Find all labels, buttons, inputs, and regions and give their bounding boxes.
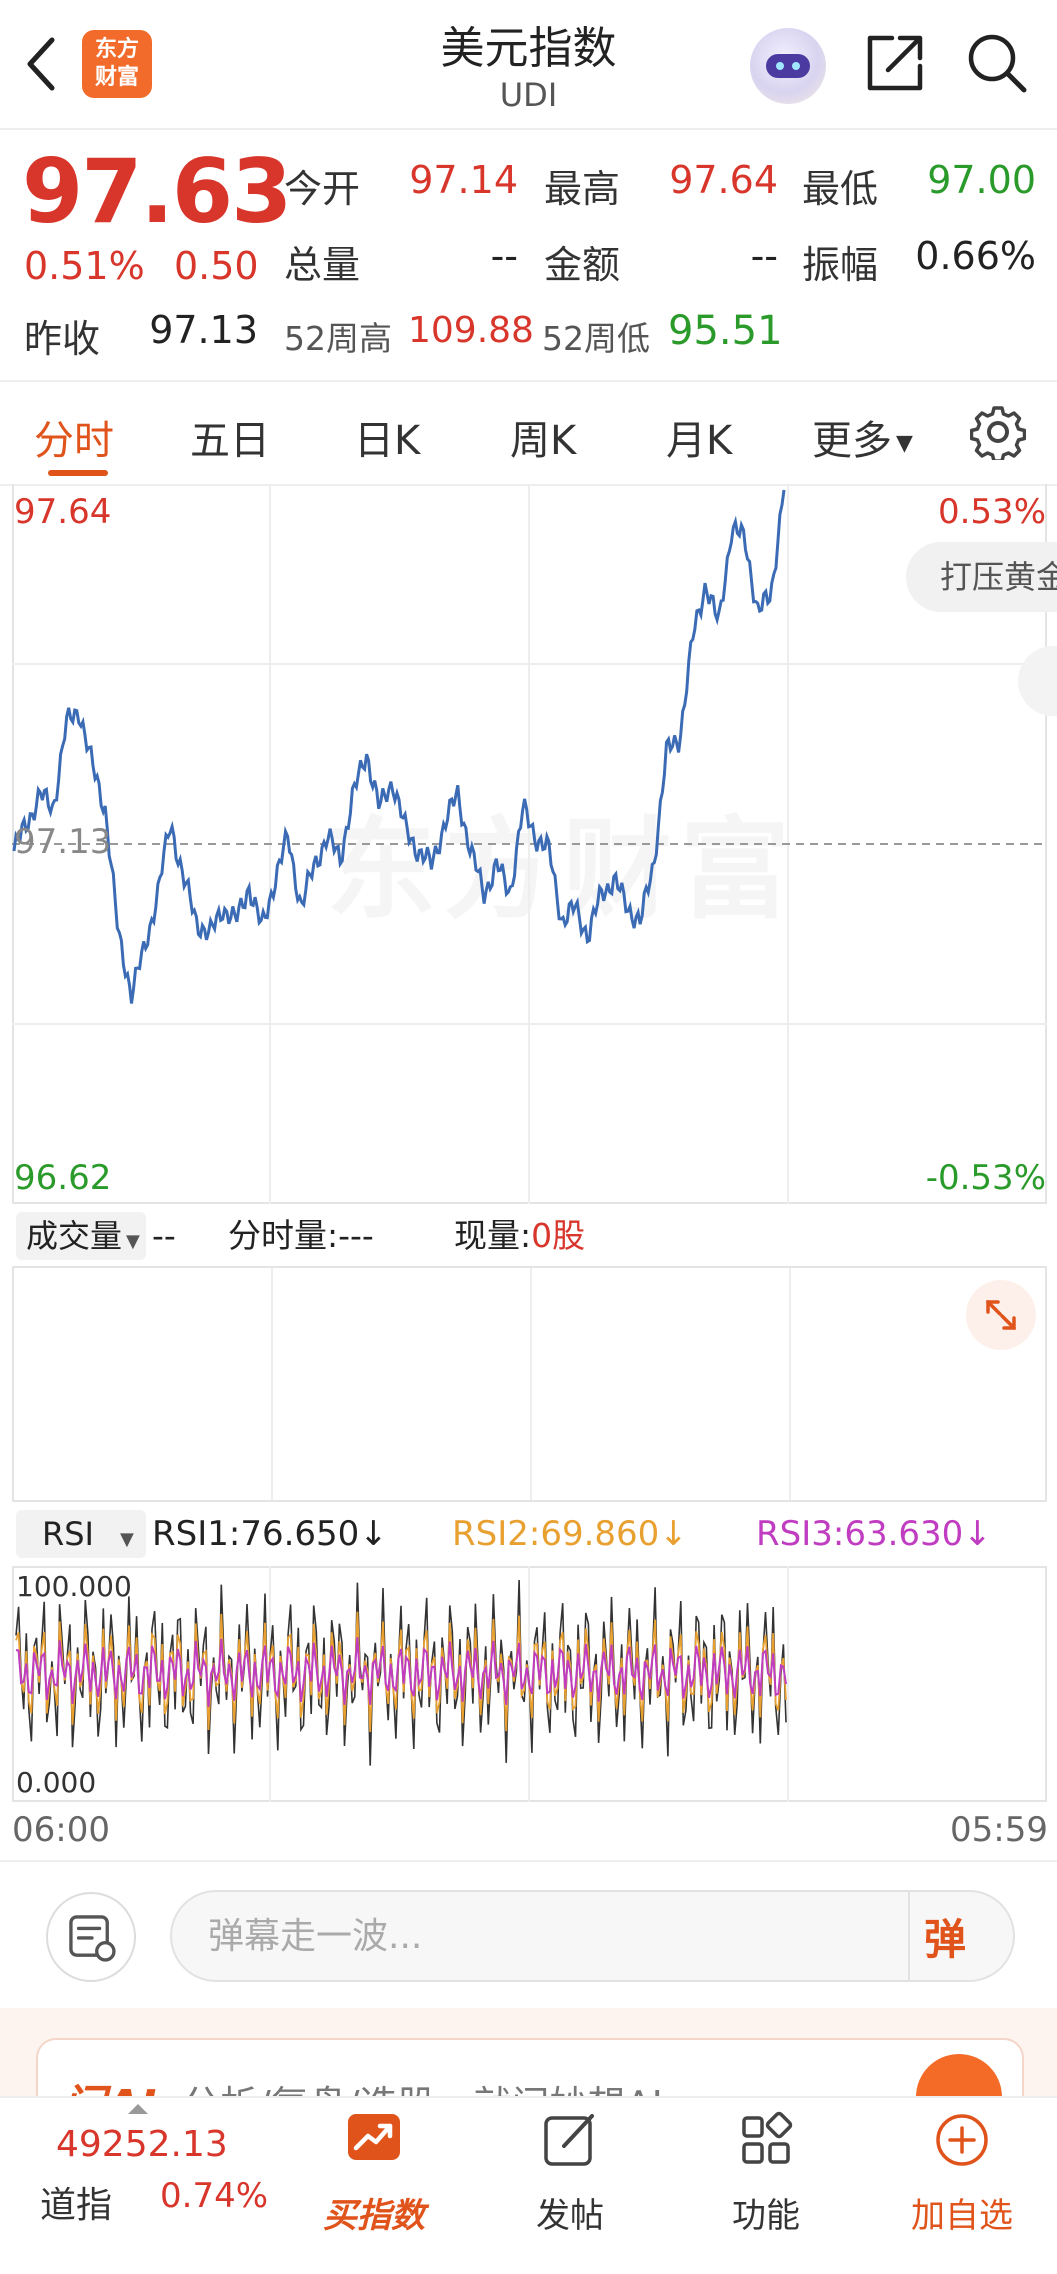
volume-chart[interactable] <box>12 1266 1047 1502</box>
rsi-indicator-select[interactable]: RSI ▼ <box>16 1510 146 1558</box>
axis-prev-close-label: 97.13 <box>14 822 112 862</box>
dow-index-pct[interactable]: 0.74% <box>160 2176 269 2216</box>
tab-five-day[interactable]: 五日 <box>190 418 270 464</box>
divider <box>0 1860 1057 1862</box>
low-value: 97.00 <box>927 158 1036 202</box>
tab-monthly-k[interactable]: 月K <box>666 418 733 464</box>
tab-daily-k[interactable]: 日K <box>354 418 421 464</box>
rsi2-value: RSI2:69.860↓ <box>452 1514 688 1554</box>
rsi-axis-bottom: 0.000 <box>16 1766 97 1799</box>
amplitude-label: 振幅 <box>802 243 879 287</box>
danmaku-input-box[interactable]: 弹 <box>170 1890 1015 1982</box>
back-arrow-icon[interactable] <box>22 34 62 94</box>
danmaku-send-button[interactable]: 弹 <box>924 1915 967 1964</box>
functions-button[interactable]: 功能 <box>696 2106 836 2236</box>
page-subtitle-code: UDI <box>499 76 558 114</box>
dow-index-value[interactable]: 49252.13 <box>56 2124 228 2165</box>
gear-icon[interactable] <box>970 404 1026 460</box>
tab-intraday[interactable]: 分时 <box>34 418 114 464</box>
amount-label: 金额 <box>544 243 621 287</box>
caret-up-icon <box>128 2104 148 2114</box>
amount-value: -- <box>750 234 778 278</box>
page-title: 美元指数 <box>440 23 617 74</box>
axis-low-pct: -0.53% <box>925 1158 1046 1198</box>
app-logo[interactable]: 东方 财富 <box>82 30 152 98</box>
tab-more[interactable]: 更多 ▼ <box>812 418 913 464</box>
52wk-high-value: 109.88 <box>408 310 534 351</box>
current-volume: 现量:0股 <box>454 1216 586 1255</box>
active-tab-indicator <box>48 470 108 476</box>
expand-icon[interactable] <box>966 1280 1036 1350</box>
plus-circle-icon <box>936 2114 988 2166</box>
high-value: 97.64 <box>669 158 778 202</box>
top-header: 东方 财富 美元指数 UDI <box>0 0 1057 130</box>
dropdown-triangle-icon: ▼ <box>126 1231 140 1252</box>
52wk-low-label: 52周低 <box>542 319 650 358</box>
minute-volume: 分时量:--- <box>228 1216 374 1255</box>
low-label: 最低 <box>802 167 879 211</box>
current-price: 97.63 <box>22 140 292 243</box>
post-button[interactable]: 发帖 <box>500 2106 640 2236</box>
axis-high-pct: 0.53% <box>937 492 1046 532</box>
edit-icon <box>544 2114 594 2166</box>
rsi1-value: RSI1:76.650↓ <box>152 1514 388 1554</box>
change-percent: 0.51% <box>24 244 145 288</box>
divider <box>908 1892 910 1980</box>
rsi-lines <box>15 1566 789 1802</box>
grid-apps-icon <box>742 2111 793 2164</box>
volume-indicator-select[interactable]: 成交量 ▼ <box>16 1212 146 1260</box>
divider <box>0 380 1057 382</box>
open-label: 今开 <box>284 167 361 211</box>
danmaku-input[interactable] <box>208 1906 808 1966</box>
axis-high-label: 97.64 <box>14 492 112 532</box>
amplitude-value: 0.66% <box>915 234 1036 278</box>
buy-index-button[interactable]: 买指数 <box>304 2106 444 2236</box>
prev-close-value: 97.13 <box>149 308 258 352</box>
open-value: 97.14 <box>409 158 518 202</box>
search-icon[interactable] <box>964 30 1030 96</box>
trend-up-icon <box>348 2114 400 2160</box>
time-start-label: 06:00 <box>12 1810 110 1850</box>
high-label: 最高 <box>544 167 621 211</box>
52wk-low-value: 95.51 <box>668 308 783 354</box>
news-pill[interactable]: 打压黄金 <box>906 542 1057 612</box>
rsi3-line <box>15 1637 787 1707</box>
add-to-watchlist-button[interactable]: 加自选 <box>892 2106 1032 2236</box>
prev-close-label: 昨收 <box>24 317 101 361</box>
volume-value: -- <box>490 234 518 278</box>
danmaku-settings-icon[interactable] <box>46 1892 136 1982</box>
volume-dash: -- <box>152 1216 176 1255</box>
rsi3-value: RSI3:63.630↓ <box>756 1514 992 1554</box>
52wk-high-label: 52周高 <box>284 319 392 358</box>
rsi-axis-top: 100.000 <box>16 1570 132 1603</box>
volume-label: 总量 <box>284 243 361 287</box>
axis-low-label: 96.62 <box>14 1158 112 1198</box>
ai-assistant-robot-icon[interactable] <box>750 28 826 104</box>
dropdown-triangle-icon: ▼ <box>896 430 913 456</box>
bottom-bar <box>0 2096 1057 2274</box>
price-line <box>12 489 786 1004</box>
tab-weekly-k[interactable]: 周K <box>510 418 577 464</box>
share-icon[interactable] <box>862 30 928 96</box>
dow-index-name[interactable]: 道指 <box>40 2185 113 2226</box>
dropdown-triangle-icon: ▼ <box>119 1529 134 1550</box>
change-value: 0.50 <box>174 244 259 288</box>
time-end-label: 05:59 <box>950 1810 1048 1850</box>
price-line-chart <box>12 484 1047 1204</box>
